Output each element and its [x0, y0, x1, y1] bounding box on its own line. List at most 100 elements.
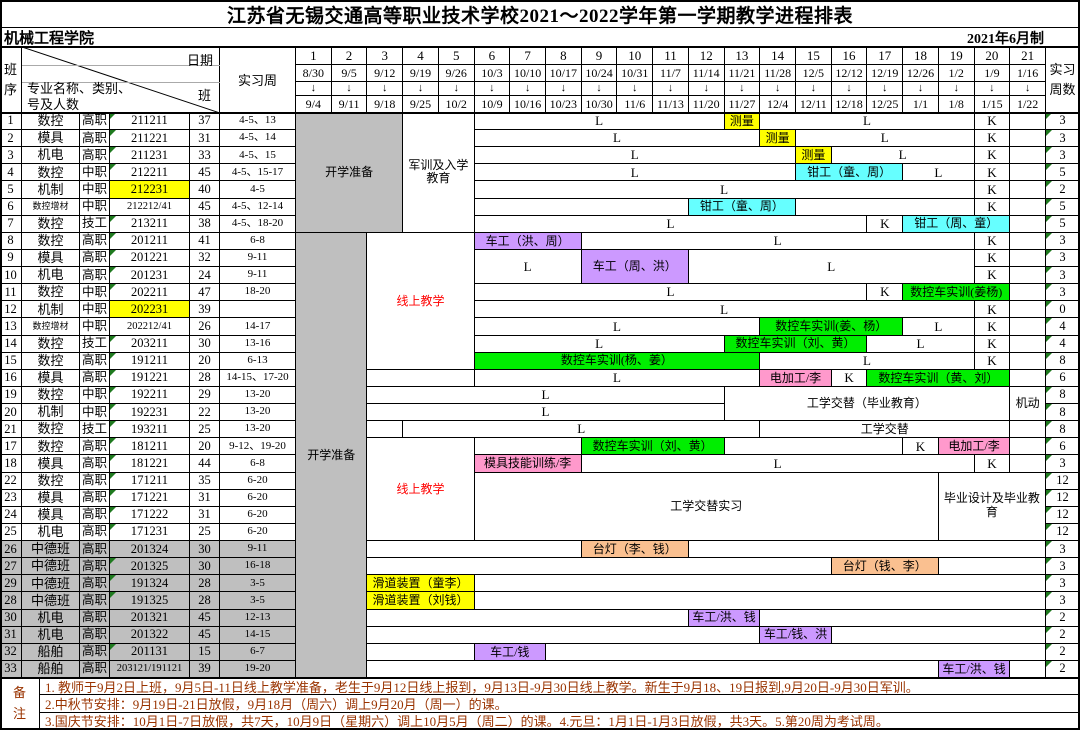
empty-grid-cell	[1010, 215, 1046, 233]
schedule-block: L	[474, 164, 796, 182]
schedule-block: 数控车实训（刘、黄）	[724, 335, 868, 353]
row-practice-weeks: 6-20	[220, 523, 296, 542]
row-major: 数控	[22, 352, 80, 370]
row-level: 高职	[80, 232, 110, 250]
class-code-cell: 201211	[110, 232, 190, 250]
week-end-date: 10/9	[474, 96, 511, 113]
row-practice-weeks: 4-5、13	[220, 113, 296, 131]
week-end-date: 9/4	[296, 96, 332, 113]
schedule-block: 数控车实训(姜杨)	[903, 284, 1011, 302]
empty-grid-cell	[760, 609, 1046, 627]
schedule-block: L	[760, 113, 975, 131]
empty-grid-cell	[1010, 335, 1046, 353]
week-arrow-icon: ↓	[760, 82, 796, 96]
schedule-block: 滑道装置（童李）	[367, 575, 475, 593]
week-number: 10	[617, 47, 654, 65]
row-intern-weeks-count: 3	[1046, 575, 1080, 593]
row-intern-weeks-count: 2	[1046, 660, 1080, 678]
schedule-block: L	[474, 130, 761, 148]
class-code-cell: 201131	[110, 643, 190, 661]
row-student-count: 22	[190, 404, 220, 422]
row-level: 技工	[80, 421, 110, 439]
row-intern-weeks-count: 2	[1046, 181, 1080, 199]
row-major: 模具	[22, 489, 80, 507]
empty-grid-cell	[1010, 198, 1046, 216]
empty-grid-cell	[1010, 352, 1046, 370]
row-student-count: 45	[190, 609, 220, 627]
week-number: 21	[1010, 47, 1046, 65]
row-student-count: 29	[190, 386, 220, 405]
row-practice-weeks: 6-7	[220, 643, 296, 661]
row-student-count: 38	[190, 215, 220, 233]
row-practice-weeks: 4-5、15-17	[220, 164, 296, 182]
row-student-count: 45	[190, 626, 220, 644]
remark-label-cell: 备注	[0, 678, 40, 730]
week-start-date: 9/12	[367, 65, 404, 82]
note-line-3: 3.国庆节安排：10月1日-7日放假，共7天，10月9日（星期六）调上10月5月…	[40, 713, 1080, 730]
schedule-block: 毕业设计及毕业教育	[938, 472, 1046, 542]
row-level: 中职	[80, 301, 110, 319]
rule-above-notes	[0, 677, 1080, 679]
schedule-block: K	[974, 267, 1011, 285]
schedule-block: 数控车实训（黄、刘）	[867, 369, 1011, 387]
class-code-cell: 191211	[110, 352, 190, 370]
row-major: 船舶	[22, 643, 80, 661]
row-major: 数控	[22, 335, 80, 353]
week-arrow-icon: ↓	[831, 82, 868, 96]
week-arrow-icon: ↓	[438, 82, 475, 96]
schedule-block: L	[474, 335, 725, 353]
row-major: 机制	[22, 404, 80, 422]
row-seq: 15	[0, 352, 22, 370]
row-intern-weeks-count: 8	[1046, 404, 1080, 422]
week-arrow-icon: ↓	[474, 82, 511, 96]
empty-grid-cell	[1010, 455, 1046, 473]
row-student-count: 33	[190, 147, 220, 165]
row-student-count: 40	[190, 181, 220, 199]
row-seq: 5	[0, 181, 22, 199]
row-student-count: 32	[190, 249, 220, 268]
row-major: 数控	[22, 472, 80, 490]
class-code-cell: 193211	[110, 421, 190, 439]
schedule-block: 台灯（李、钱）	[581, 541, 689, 559]
row-level: 高职	[80, 438, 110, 456]
row-student-count: 20	[190, 438, 220, 456]
row-seq: 23	[0, 489, 22, 507]
schedule-block: L	[474, 181, 975, 199]
row-level: 高职	[80, 541, 110, 559]
schedule-block: L	[367, 386, 725, 405]
row-major: 模具	[22, 130, 80, 148]
row-seq: 31	[0, 626, 22, 644]
row-seq: 25	[0, 523, 22, 542]
schedule-block: K	[974, 113, 1011, 131]
week-number: 7	[510, 47, 546, 65]
row-intern-weeks-count: 5	[1046, 164, 1080, 182]
row-seq: 30	[0, 609, 22, 627]
schedule-block: 车工/钱	[474, 643, 546, 661]
week-arrow-icon: ↓	[296, 82, 332, 96]
header-subline	[22, 82, 220, 83]
class-code-cell: 192231	[110, 404, 190, 422]
week-end-date: 10/2	[438, 96, 475, 113]
class-code-cell: 212212/41	[110, 198, 190, 216]
empty-grid-cell	[474, 198, 689, 216]
row-seq: 4	[0, 164, 22, 182]
row-student-count: 30	[190, 541, 220, 559]
row-level: 高职	[80, 147, 110, 165]
week-end-date: 1/22	[1010, 96, 1046, 113]
row-major: 数控	[22, 232, 80, 250]
week-start-date: 1/16	[1010, 65, 1046, 82]
week-end-date: 1/15	[974, 96, 1011, 113]
row-practice-weeks: 6-8	[220, 232, 296, 250]
schedule-block: 台灯（钱、李）	[831, 558, 939, 576]
empty-grid-cell	[367, 609, 689, 627]
empty-grid-cell	[1010, 421, 1046, 439]
week-number: 13	[724, 47, 761, 65]
week-arrow-icon: ↓	[688, 82, 725, 96]
empty-grid-cell	[1010, 301, 1046, 319]
row-practice-weeks: 13-20	[220, 404, 296, 422]
empty-grid-cell	[1010, 113, 1046, 131]
week-arrow-icon: ↓	[938, 82, 975, 96]
row-practice-weeks: 6-20	[220, 472, 296, 490]
class-code-cell: 201321	[110, 609, 190, 627]
row-level: 高职	[80, 249, 110, 268]
